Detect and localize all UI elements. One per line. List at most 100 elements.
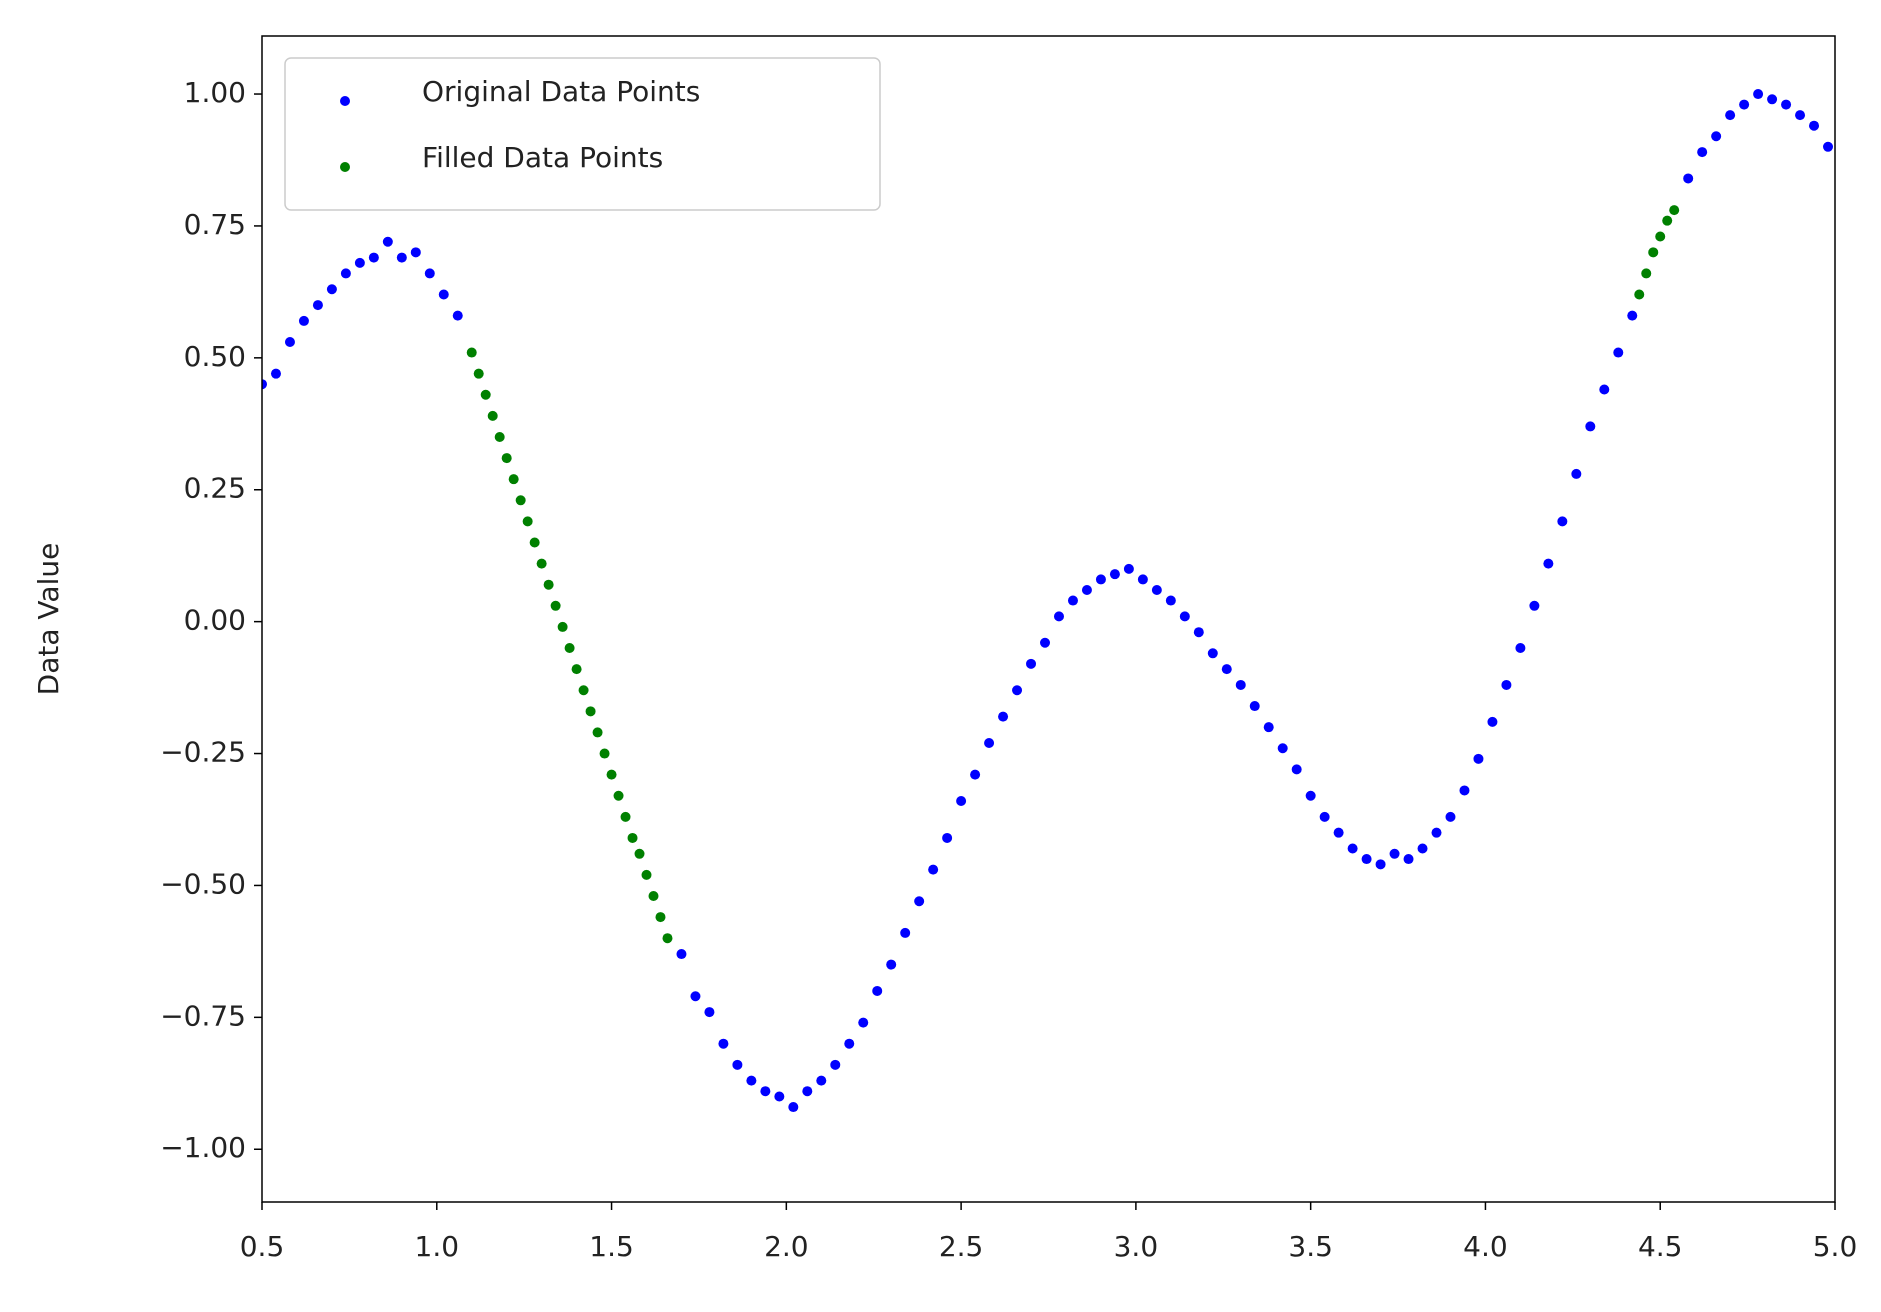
- data-point: [1753, 89, 1764, 100]
- data-point: [340, 268, 351, 279]
- data-point: [858, 1017, 869, 1028]
- data-point: [424, 268, 435, 279]
- data-point: [1648, 247, 1659, 258]
- data-point: [900, 927, 911, 938]
- data-point: [732, 1059, 743, 1070]
- data-point: [844, 1038, 855, 1049]
- data-point: [1557, 516, 1568, 527]
- data-point: [802, 1086, 813, 1097]
- data-point: [382, 236, 393, 247]
- data-point: [1641, 268, 1652, 279]
- x-tick-label: 1.0: [415, 1230, 460, 1263]
- y-tick-label: 0.75: [184, 208, 246, 241]
- y-tick-label: −1.00: [160, 1131, 246, 1164]
- data-point: [984, 737, 995, 748]
- data-point: [718, 1038, 729, 1049]
- data-point: [1473, 753, 1484, 764]
- data-point: [1585, 421, 1596, 432]
- data-point: [1515, 643, 1526, 654]
- data-point: [1235, 679, 1246, 690]
- data-point: [1431, 827, 1442, 838]
- y-tick-label: 0.25: [184, 472, 246, 505]
- data-point: [312, 300, 323, 311]
- data-point: [1501, 679, 1512, 690]
- data-point: [368, 252, 379, 263]
- data-point: [396, 252, 407, 263]
- data-point: [543, 579, 554, 590]
- data-point: [592, 727, 603, 738]
- data-point: [1417, 843, 1428, 854]
- data-point: [410, 247, 421, 258]
- x-tick-label: 3.0: [1114, 1230, 1159, 1263]
- data-point: [1655, 231, 1666, 242]
- data-point: [494, 431, 505, 442]
- data-point: [872, 985, 883, 996]
- data-point: [1795, 110, 1806, 121]
- data-point: [1053, 611, 1064, 622]
- data-point: [676, 949, 687, 960]
- data-point: [760, 1086, 771, 1097]
- data-point: [1263, 722, 1274, 733]
- x-tick-label: 5.0: [1813, 1230, 1858, 1263]
- data-point: [648, 890, 659, 901]
- y-tick-label: 1.00: [184, 76, 246, 109]
- data-point: [1711, 131, 1722, 142]
- data-point: [627, 832, 638, 843]
- data-point: [1739, 99, 1750, 110]
- data-point: [1179, 611, 1190, 622]
- data-point: [1767, 94, 1778, 105]
- data-point: [487, 410, 498, 421]
- data-point: [564, 643, 575, 654]
- data-point: [1543, 558, 1554, 569]
- data-point: [508, 474, 519, 485]
- data-point: [1123, 563, 1134, 574]
- legend-marker: [340, 162, 350, 172]
- x-tick-label: 0.5: [240, 1230, 285, 1263]
- data-point: [746, 1075, 757, 1086]
- y-tick-label: 0.50: [184, 340, 246, 373]
- data-point: [1095, 574, 1106, 585]
- data-point: [1375, 859, 1386, 870]
- data-point: [1221, 664, 1232, 675]
- data-point: [529, 537, 540, 548]
- data-point: [466, 347, 477, 358]
- data-point: [886, 959, 897, 970]
- x-tick-label: 4.0: [1463, 1230, 1508, 1263]
- data-point: [613, 790, 624, 801]
- data-point: [1347, 843, 1358, 854]
- data-point: [956, 796, 967, 807]
- data-point: [1613, 347, 1624, 358]
- y-tick-label: −0.50: [160, 867, 246, 900]
- data-point: [830, 1059, 841, 1070]
- data-point: [1683, 173, 1694, 184]
- data-point: [634, 848, 645, 859]
- data-point: [1249, 701, 1260, 712]
- data-point: [1207, 648, 1218, 659]
- data-point: [1305, 790, 1316, 801]
- data-point: [1109, 569, 1120, 580]
- data-point: [1151, 584, 1162, 595]
- data-point: [1026, 658, 1037, 669]
- data-point: [606, 769, 617, 780]
- data-point: [270, 368, 281, 379]
- data-point: [641, 869, 652, 880]
- x-tick-label: 4.5: [1638, 1230, 1683, 1263]
- data-point: [438, 289, 449, 300]
- data-point: [1319, 811, 1330, 822]
- data-point: [620, 811, 631, 822]
- data-point: [998, 711, 1009, 722]
- data-point: [816, 1075, 827, 1086]
- legend-marker: [340, 96, 350, 106]
- x-tick-label: 3.5: [1288, 1230, 1333, 1263]
- data-point: [326, 284, 337, 295]
- data-point: [480, 389, 491, 400]
- data-point: [1781, 99, 1792, 110]
- data-point: [928, 864, 939, 875]
- data-point: [970, 769, 981, 780]
- data-point: [550, 600, 561, 611]
- data-point: [690, 991, 701, 1002]
- data-point: [1193, 627, 1204, 638]
- data-point: [284, 337, 295, 348]
- data-point: [262, 379, 267, 390]
